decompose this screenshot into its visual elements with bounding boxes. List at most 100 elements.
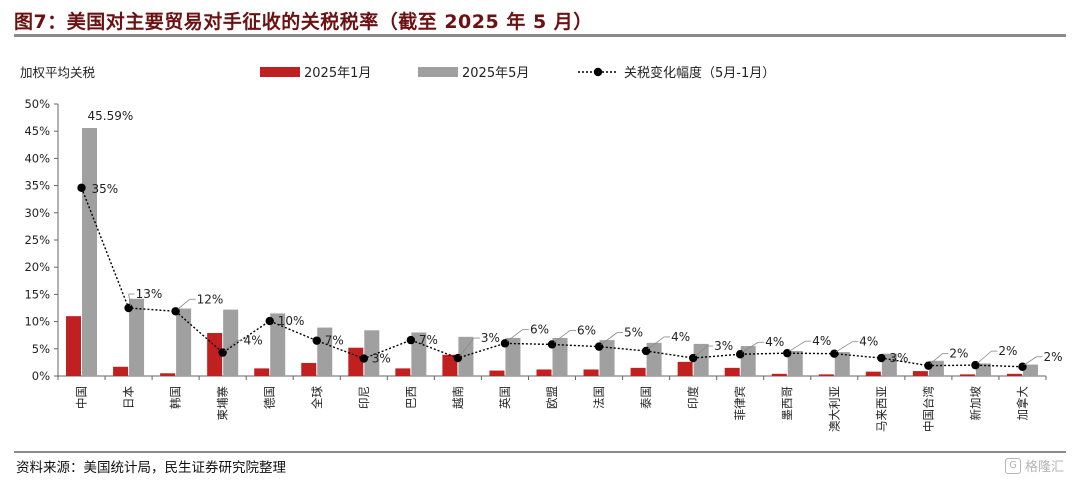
bar-jan-10	[536, 369, 552, 376]
watermark: G 格隆汇	[1004, 456, 1064, 475]
tariff-chart: 加权平均关税 2025年1月 2025年5月 关税变化幅度（5月-1月） 0% 5% 10%…	[20, 65, 1063, 432]
y-axis-title: 加权平均关税	[20, 65, 96, 80]
bar-jan-1	[113, 366, 129, 376]
bar-jan-11	[583, 369, 599, 376]
annotation-2: 12%	[197, 292, 224, 306]
bar-jan-5	[301, 362, 317, 376]
source-note: 资料来源：美国统计局，民生证券研究院整理	[16, 460, 286, 476]
annotation-9: 6%	[530, 322, 549, 336]
annotation-11: 5%	[624, 326, 643, 340]
x-tick-label-19: 新加坡	[968, 386, 982, 421]
x-tick-label-12: 泰国	[639, 386, 653, 409]
change-point-7	[406, 335, 416, 345]
legend-label-jan: 2025年1月	[304, 66, 371, 81]
bar-may-18	[928, 360, 944, 376]
x-tick-label-17: 马来西亚	[874, 386, 888, 432]
annotation-leader-19	[977, 350, 992, 364]
x-tick-label-20: 加拿大	[1015, 386, 1029, 421]
y-tick-label: 0%	[32, 369, 50, 383]
bar-jan-6	[348, 347, 364, 376]
legend-label-change: 关税变化幅度（5月-1月）	[624, 65, 775, 81]
x-tick-label-11: 法国	[592, 386, 606, 409]
annotation-5: 7%	[325, 334, 344, 348]
bar-may-3	[223, 309, 239, 376]
bar-jan-14	[724, 367, 740, 376]
x-tick-label-16: 澳大利亚	[827, 386, 841, 432]
bar-jan-20	[1006, 373, 1022, 376]
legend-label-may: 2025年5月	[462, 66, 529, 81]
bar-may-8	[458, 336, 474, 376]
annotation-leader-2	[177, 298, 190, 310]
bar-may-4	[270, 313, 286, 376]
bar-may-13	[693, 343, 709, 376]
annotation-17: 3%	[889, 351, 908, 365]
bar-may-0	[82, 127, 98, 376]
bar-jan-8	[442, 354, 458, 376]
annotation-18: 2%	[949, 347, 968, 361]
annotation-leader-16	[836, 341, 853, 353]
bar-jan-3	[207, 333, 223, 376]
x-tick-label-3: 柬埔寨	[216, 386, 230, 421]
change-point-0	[77, 183, 86, 192]
y-tick-label: 40%	[24, 151, 50, 165]
change-point-17	[877, 353, 886, 363]
y-tick-label: 30%	[24, 206, 50, 220]
annotation-leader-13	[694, 345, 708, 357]
bar-jan-19	[959, 374, 975, 376]
bar-jan-2	[160, 373, 176, 376]
x-tick-label-1: 日本	[122, 386, 136, 409]
bar-may-14	[740, 346, 756, 376]
annotation-13: 3%	[714, 339, 733, 353]
bar-jan-18	[912, 371, 928, 376]
bar-jan-0	[66, 316, 82, 376]
x-tick-label-6: 印尼	[357, 386, 371, 409]
bar-may-20	[1022, 364, 1038, 376]
annotation-1: 13%	[136, 287, 163, 301]
annotation-7: 7%	[419, 333, 438, 347]
title-rule	[14, 34, 1066, 37]
x-tick-label-5: 全球	[310, 386, 324, 409]
watermark-text: 格隆汇	[1024, 460, 1064, 475]
x-tick-label-8: 越南	[451, 386, 465, 409]
annotation-4: 10%	[278, 314, 305, 328]
x-tick-label-10: 欧盟	[545, 386, 559, 409]
annotation-leader-12	[647, 336, 665, 350]
annotation-3: 4%	[244, 334, 263, 348]
x-tick-label-18: 中国台湾	[921, 386, 935, 432]
bar-jan-9	[489, 370, 505, 376]
bar-may-1	[129, 298, 145, 376]
bar-may-10	[552, 337, 568, 376]
annotation-leader-20	[1024, 356, 1037, 366]
bar-may-11	[599, 340, 615, 376]
change-point-1	[124, 303, 133, 313]
bar-jan-15	[771, 373, 787, 376]
x-tick-label-9: 英国	[498, 386, 512, 409]
y-tick-label: 5%	[32, 342, 50, 356]
annotation-12: 4%	[671, 330, 690, 344]
annotation-leader-18	[930, 353, 943, 364]
annotation-6: 3%	[372, 352, 391, 366]
annotation-10: 6%	[577, 323, 596, 337]
bar-jan-13	[677, 361, 693, 376]
y-tick-label: 10%	[24, 315, 50, 329]
bar-may-15	[787, 350, 803, 376]
footer-rule	[14, 451, 1066, 453]
annotation-leader-9	[506, 329, 524, 342]
bar-may-12	[646, 342, 662, 376]
annotation-15: 4%	[812, 334, 831, 348]
annotation-16: 4%	[859, 335, 878, 349]
annotation-leader-15	[789, 340, 806, 352]
bar-jan-16	[818, 374, 834, 376]
annotation-leader-11	[600, 332, 618, 345]
annotation-20: 2%	[1043, 350, 1062, 364]
bar-may-16	[834, 352, 850, 376]
y-tick-label: 50%	[24, 97, 50, 111]
x-tick-label-4: 德国	[263, 386, 277, 409]
change-point-6	[359, 354, 369, 363]
x-tick-label-14: 菲律宾	[733, 386, 747, 421]
change-point-5	[312, 336, 321, 345]
bar-jan-4	[254, 368, 270, 376]
annotation-leader-8	[459, 337, 475, 357]
y-tick-label: 20%	[24, 260, 50, 274]
bar-may-9	[505, 337, 521, 376]
